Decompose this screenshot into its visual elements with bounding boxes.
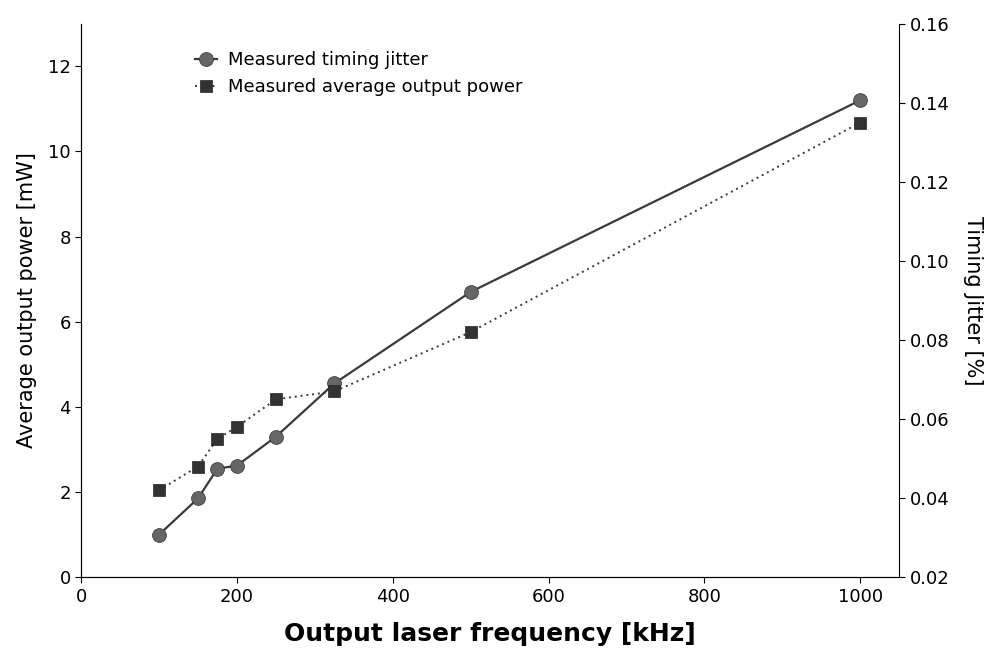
Measured average output power — [328, 387, 340, 395]
Measured average output power — [270, 395, 282, 403]
Line: Measured timing jitter: Measured timing jitter — [152, 93, 867, 542]
Y-axis label: Average output power [mW]: Average output power [mW] — [17, 152, 37, 448]
Measured average output power — [192, 463, 204, 471]
Measured timing jitter — [854, 96, 866, 104]
Measured timing jitter — [192, 495, 204, 503]
Measured timing jitter — [328, 379, 340, 387]
X-axis label: Output laser frequency [kHz]: Output laser frequency [kHz] — [284, 623, 696, 646]
Measured timing jitter — [270, 433, 282, 441]
Measured average output power — [153, 486, 165, 494]
Measured timing jitter — [211, 465, 223, 473]
Y-axis label: Timing Jitter [%]: Timing Jitter [%] — [963, 215, 983, 385]
Measured average output power — [211, 435, 223, 443]
Measured average output power — [854, 119, 866, 127]
Legend: Measured timing jitter, Measured average output power: Measured timing jitter, Measured average… — [188, 44, 530, 103]
Line: Measured average output power: Measured average output power — [153, 117, 866, 496]
Measured timing jitter — [231, 461, 243, 469]
Measured average output power — [231, 423, 243, 431]
Measured timing jitter — [153, 530, 165, 538]
Measured timing jitter — [465, 288, 477, 296]
Measured average output power — [465, 328, 477, 336]
